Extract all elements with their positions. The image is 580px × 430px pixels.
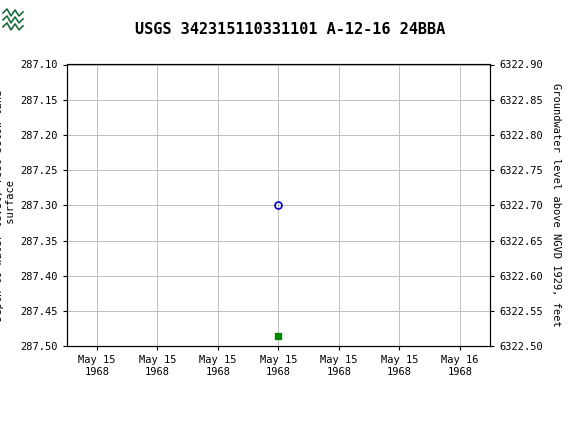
Y-axis label: Groundwater level above NGVD 1929, feet: Groundwater level above NGVD 1929, feet (551, 83, 561, 327)
Legend: Period of approved data: Period of approved data (183, 425, 374, 430)
Text: USGS: USGS (6, 9, 66, 28)
Y-axis label: Depth to water level, feet below land
 surface: Depth to water level, feet below land su… (0, 90, 16, 321)
Bar (2, 6, 24, 32)
Text: USGS 342315110331101 A-12-16 24BBA: USGS 342315110331101 A-12-16 24BBA (135, 22, 445, 37)
